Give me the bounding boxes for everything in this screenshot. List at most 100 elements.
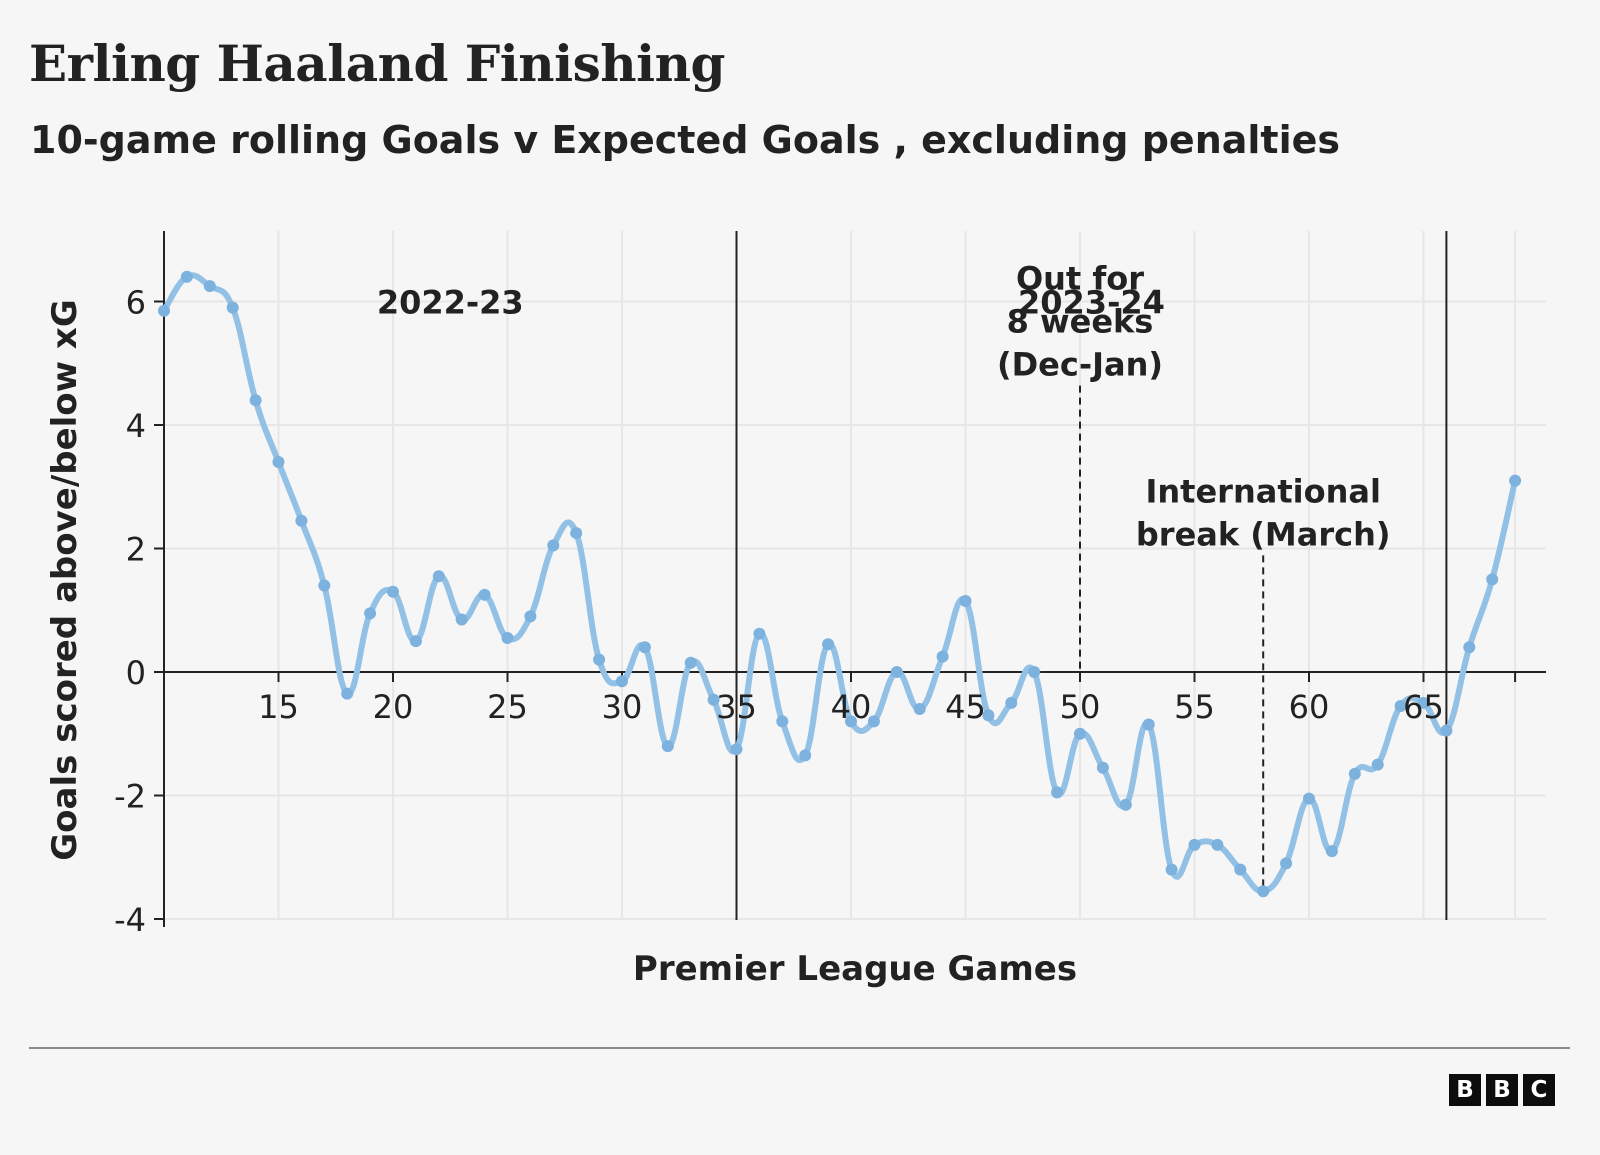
data-point bbox=[1440, 724, 1453, 737]
annotation-text: International bbox=[1145, 472, 1380, 510]
data-point bbox=[959, 594, 972, 607]
data-point bbox=[753, 627, 766, 640]
bbc-logo: B B C bbox=[1449, 1074, 1555, 1106]
chart-subtitle: 10-game rolling Goals v Expected Goals ,… bbox=[30, 118, 1340, 162]
data-point bbox=[1417, 696, 1430, 709]
x-tick-label: 65 bbox=[1403, 688, 1444, 726]
data-point bbox=[616, 675, 628, 688]
bbc-logo-letter: B bbox=[1449, 1074, 1481, 1106]
grid-lines bbox=[164, 231, 1546, 920]
x-tick-label: 40 bbox=[831, 688, 872, 726]
x-tick-label: 35 bbox=[716, 688, 757, 726]
data-point bbox=[1051, 786, 1064, 799]
x-tick-label: 45 bbox=[945, 688, 986, 726]
y-tick-label: 6 bbox=[126, 284, 146, 322]
x-tick-label: 15 bbox=[258, 688, 299, 726]
annotation-text: break (March) bbox=[1136, 515, 1391, 553]
data-point bbox=[272, 456, 285, 469]
x-axis-title: Premier League Games bbox=[633, 949, 1077, 989]
x-tick-label: 60 bbox=[1289, 688, 1330, 726]
data-point bbox=[707, 693, 720, 706]
data-point bbox=[1096, 761, 1109, 774]
x-tick-label: 20 bbox=[373, 688, 414, 726]
footer-divider bbox=[29, 1047, 1570, 1049]
data-point bbox=[1280, 857, 1293, 870]
data-series bbox=[158, 270, 1522, 898]
data-point bbox=[593, 653, 606, 666]
data-point bbox=[364, 607, 377, 620]
data-point bbox=[1325, 845, 1338, 858]
annotation-text: 8 weeks bbox=[1007, 303, 1154, 341]
x-tick-label: 25 bbox=[487, 688, 528, 726]
data-point bbox=[822, 638, 835, 651]
x-tick-label: 30 bbox=[602, 688, 643, 726]
bbc-logo-letter: B bbox=[1486, 1074, 1518, 1106]
data-point bbox=[936, 650, 949, 663]
data-point bbox=[249, 394, 262, 407]
x-tick-label: 50 bbox=[1060, 688, 1101, 726]
data-point bbox=[799, 749, 812, 762]
data-point bbox=[455, 613, 468, 626]
data-point bbox=[478, 588, 491, 601]
axis-labels: -4 -2 0 2 4 6 15 20 25 30 35 40 45 50 55 60 65 Premier Le… bbox=[45, 284, 1444, 990]
data-point bbox=[1509, 474, 1522, 487]
data-point bbox=[295, 514, 308, 527]
data-point bbox=[845, 715, 857, 728]
annotation-text: (Dec-Jan) bbox=[997, 346, 1163, 384]
data-point bbox=[387, 585, 399, 598]
data-point bbox=[890, 666, 903, 678]
data-point bbox=[913, 703, 926, 716]
data-point bbox=[341, 687, 354, 700]
data-point bbox=[1028, 666, 1041, 678]
data-point bbox=[1005, 696, 1018, 709]
data-point bbox=[1348, 767, 1361, 780]
data-point bbox=[1074, 727, 1086, 740]
y-tick-label: -4 bbox=[114, 901, 146, 939]
data-point bbox=[1188, 838, 1201, 851]
data-point bbox=[638, 641, 651, 654]
data-point bbox=[1119, 798, 1132, 811]
data-point bbox=[684, 656, 697, 669]
data-point bbox=[661, 740, 674, 753]
data-point bbox=[158, 304, 170, 317]
data-point bbox=[1303, 792, 1315, 805]
axes bbox=[154, 231, 1546, 927]
season-label: 2022-23 bbox=[377, 284, 524, 322]
x-tick-label: 55 bbox=[1174, 688, 1215, 726]
annotation-text: Out for bbox=[1016, 260, 1144, 298]
data-point bbox=[409, 635, 422, 648]
y-tick-label: 0 bbox=[126, 654, 146, 692]
bbc-logo-letter: C bbox=[1523, 1074, 1555, 1106]
y-axis-title: Goals scored above/below xG bbox=[45, 299, 85, 860]
season-label: 2023-24 bbox=[1018, 284, 1165, 322]
data-point bbox=[1142, 718, 1155, 731]
data-point bbox=[776, 715, 789, 728]
data-point bbox=[867, 715, 880, 728]
y-tick-label: 4 bbox=[126, 407, 146, 445]
data-point bbox=[1486, 573, 1499, 586]
data-point bbox=[1234, 863, 1247, 876]
data-point bbox=[432, 570, 445, 583]
data-point bbox=[524, 610, 537, 623]
data-point bbox=[570, 527, 583, 540]
data-point bbox=[982, 709, 995, 722]
y-tick-label: -2 bbox=[114, 778, 146, 816]
line-chart: Out for 8 weeks (Dec-Jan) International brea… bbox=[45, 231, 1546, 990]
data-point bbox=[318, 579, 331, 592]
data-point bbox=[1211, 838, 1224, 851]
data-point bbox=[1257, 885, 1270, 898]
data-point bbox=[1463, 641, 1476, 654]
data-point bbox=[547, 539, 560, 552]
annotations: Out for 8 weeks (Dec-Jan) International brea… bbox=[377, 260, 1391, 892]
data-point bbox=[203, 280, 216, 293]
data-point bbox=[226, 301, 239, 314]
data-point bbox=[501, 632, 514, 645]
data-point bbox=[1371, 758, 1384, 771]
data-point bbox=[1165, 863, 1178, 876]
chart-title: Erling Haaland Finishing bbox=[29, 34, 725, 93]
data-point bbox=[730, 743, 743, 756]
data-point bbox=[180, 270, 193, 283]
season-dividers bbox=[735, 231, 1448, 920]
y-tick-label: 2 bbox=[126, 531, 146, 569]
data-point bbox=[1394, 699, 1407, 712]
